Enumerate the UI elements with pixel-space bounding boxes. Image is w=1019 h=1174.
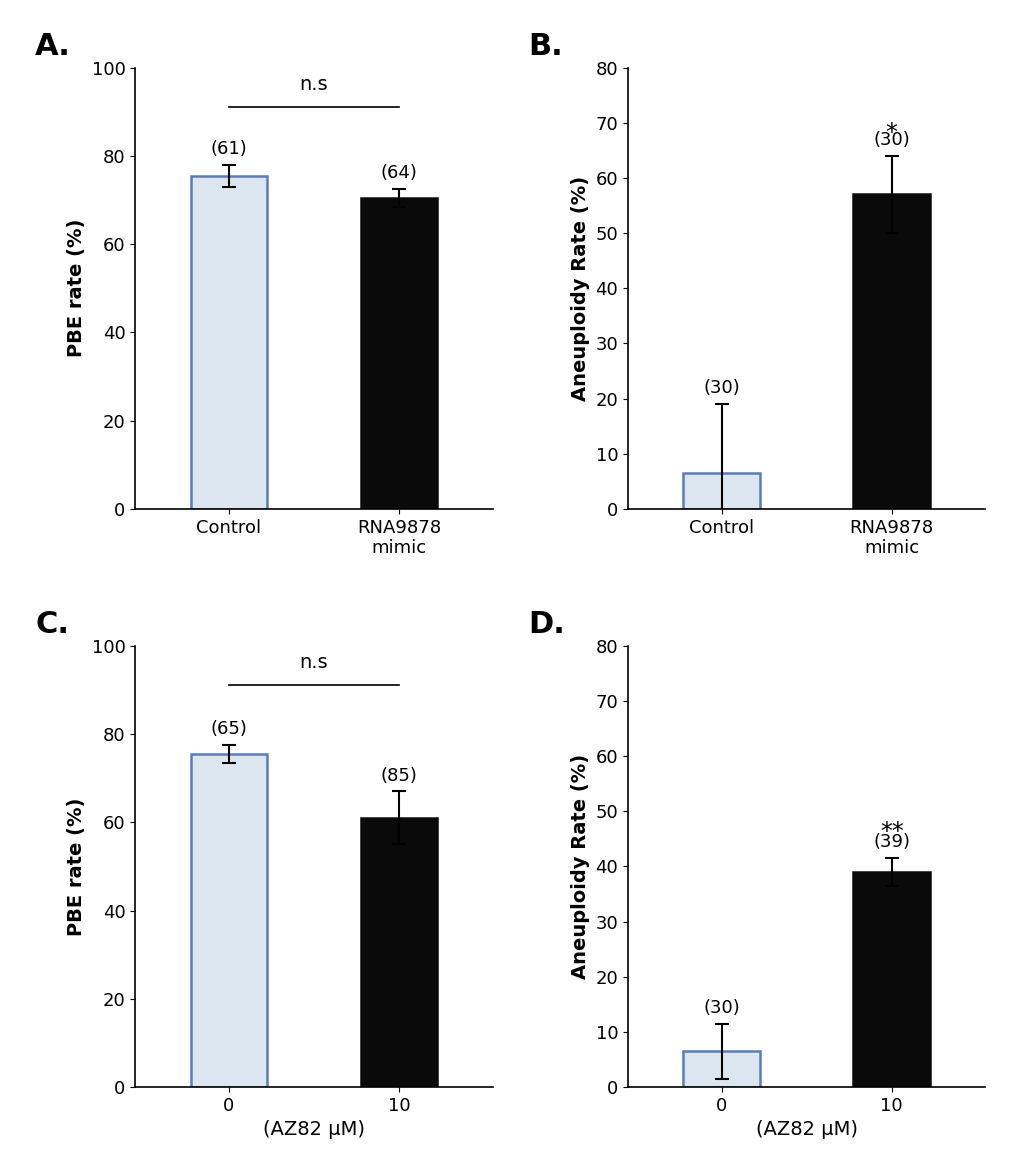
Text: (30): (30) <box>702 379 739 398</box>
Y-axis label: Aneuploidy Rate (%): Aneuploidy Rate (%) <box>571 754 589 979</box>
Text: n.s: n.s <box>300 75 328 94</box>
Text: **: ** <box>879 821 903 844</box>
Y-axis label: Aneuploidy Rate (%): Aneuploidy Rate (%) <box>571 176 589 400</box>
Bar <box>683 1051 759 1087</box>
Text: (64): (64) <box>380 164 417 182</box>
Bar <box>361 818 437 1087</box>
X-axis label: (AZ82 μM): (AZ82 μM) <box>755 1120 857 1139</box>
Y-axis label: PBE rate (%): PBE rate (%) <box>67 220 86 357</box>
Text: (85): (85) <box>380 767 417 784</box>
Bar <box>361 197 437 508</box>
Text: (39): (39) <box>872 834 909 851</box>
Bar <box>191 754 267 1087</box>
Text: (30): (30) <box>872 131 909 149</box>
Text: B.: B. <box>528 33 562 61</box>
Text: (30): (30) <box>702 999 739 1017</box>
Text: D.: D. <box>528 610 565 640</box>
Bar <box>683 473 759 508</box>
Text: (61): (61) <box>210 140 247 158</box>
Text: (65): (65) <box>210 721 247 738</box>
Text: C.: C. <box>36 610 69 640</box>
Bar <box>191 176 267 508</box>
Text: *: * <box>884 121 897 144</box>
Bar <box>853 872 929 1087</box>
Y-axis label: PBE rate (%): PBE rate (%) <box>67 797 86 936</box>
X-axis label: (AZ82 μM): (AZ82 μM) <box>263 1120 365 1139</box>
Text: A.: A. <box>36 33 71 61</box>
Text: n.s: n.s <box>300 653 328 673</box>
Bar <box>853 195 929 508</box>
